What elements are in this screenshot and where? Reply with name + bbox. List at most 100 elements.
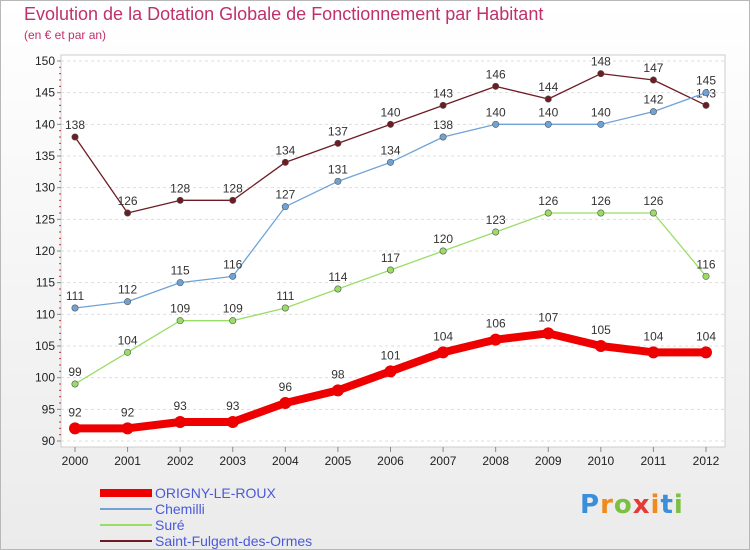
y-tick-label: 115 <box>36 276 55 290</box>
data-point <box>386 266 394 274</box>
legend-swatch <box>100 540 152 542</box>
data-point <box>649 76 657 84</box>
data-label: 123 <box>486 213 506 227</box>
legend-label: Saint-Fulgent-des-Ormes <box>155 533 313 549</box>
data-label: 120 <box>433 232 453 246</box>
data-point <box>176 317 184 325</box>
x-tick-label: 2006 <box>377 454 404 468</box>
legend-item-saint-fulgent: Saint-Fulgent-des-Ormes <box>100 533 312 549</box>
data-point <box>700 346 712 359</box>
legend-label: Chemilli <box>155 501 205 517</box>
data-label: 143 <box>433 86 453 100</box>
data-point <box>226 416 239 428</box>
data-label: 140 <box>486 105 506 119</box>
data-point <box>229 317 237 325</box>
data-point <box>437 346 450 359</box>
y-tick-label: 125 <box>35 212 55 226</box>
logo-letter: x <box>632 490 651 520</box>
data-label: 137 <box>328 124 348 138</box>
data-label: 112 <box>118 283 137 297</box>
data-label: 92 <box>68 405 82 419</box>
data-point <box>334 285 342 293</box>
y-tick-label: 135 <box>35 149 55 163</box>
data-point <box>69 422 81 435</box>
data-point <box>386 158 394 166</box>
data-label: 131 <box>328 162 348 176</box>
legend-label: Suré <box>155 517 185 533</box>
logo-letter: P <box>580 490 601 520</box>
data-label: 104 <box>643 329 663 343</box>
data-label: 126 <box>591 194 611 208</box>
data-point <box>124 209 132 217</box>
data-point <box>281 158 289 166</box>
data-point <box>492 228 500 236</box>
y-tick-label: 145 <box>35 86 55 100</box>
data-label: 111 <box>276 289 295 303</box>
data-label: 101 <box>380 348 400 362</box>
data-label: 146 <box>486 67 506 81</box>
data-label: 145 <box>696 74 716 88</box>
data-point <box>71 304 79 312</box>
legend-swatch <box>100 524 152 526</box>
data-label: 134 <box>380 143 400 157</box>
data-point <box>649 209 657 217</box>
proxiti-logo: Proxiti <box>580 490 684 520</box>
data-point <box>334 139 342 147</box>
data-point <box>702 89 710 97</box>
data-point <box>174 416 187 428</box>
data-point <box>702 101 710 109</box>
data-label: 115 <box>171 264 190 278</box>
data-point <box>647 346 660 359</box>
y-tick-label: 90 <box>42 434 56 448</box>
x-tick-label: 2007 <box>430 454 457 468</box>
data-point <box>492 82 500 90</box>
legend-item-sure: Suré <box>100 517 312 533</box>
logo-letter: i <box>650 490 661 520</box>
x-tick-label: 2011 <box>641 454 667 468</box>
data-label: 148 <box>591 55 611 69</box>
x-tick-label: 2004 <box>272 454 299 468</box>
data-label: 117 <box>381 251 400 265</box>
data-label: 98 <box>331 367 345 381</box>
data-label: 93 <box>173 399 187 413</box>
y-tick-label: 130 <box>35 181 55 195</box>
data-point <box>597 70 605 78</box>
logo-letter: i <box>673 490 684 520</box>
data-label: 138 <box>65 118 85 132</box>
chart-title: Evolution de la Dotation Globale de Fonc… <box>24 4 544 24</box>
x-tick-label: 2010 <box>587 454 614 468</box>
data-label: 142 <box>643 93 663 107</box>
data-point <box>176 196 184 204</box>
legend-swatch <box>100 508 152 510</box>
data-label: 140 <box>538 105 558 119</box>
data-point <box>229 272 237 280</box>
data-point <box>71 133 79 141</box>
y-tick-label: 150 <box>35 54 55 68</box>
data-point <box>71 380 79 388</box>
data-label: 126 <box>118 194 138 208</box>
data-point <box>489 333 502 346</box>
legend-item-origny: ORIGNY-LE-ROUX <box>100 485 312 501</box>
data-point <box>334 177 342 185</box>
data-label: 99 <box>68 365 82 379</box>
data-label: 116 <box>223 257 242 271</box>
x-tick-label: 2008 <box>482 454 509 468</box>
data-point <box>384 365 397 378</box>
data-point <box>597 209 605 217</box>
data-label: 109 <box>223 302 243 316</box>
data-point <box>176 279 184 287</box>
data-point <box>331 384 344 397</box>
chart-subtitle: (en € et par an) <box>24 28 107 42</box>
data-point <box>702 272 710 280</box>
legend-swatch <box>100 489 152 497</box>
data-label: 104 <box>118 333 138 347</box>
data-point <box>281 203 289 211</box>
data-label: 140 <box>380 105 400 119</box>
y-tick-label: 120 <box>35 244 55 258</box>
data-label: 138 <box>433 118 453 132</box>
legend-label: ORIGNY-LE-ROUX <box>155 485 276 501</box>
x-tick-label: 2001 <box>114 454 141 468</box>
x-tick-label: 2009 <box>535 454 562 468</box>
data-label: 127 <box>275 188 295 202</box>
